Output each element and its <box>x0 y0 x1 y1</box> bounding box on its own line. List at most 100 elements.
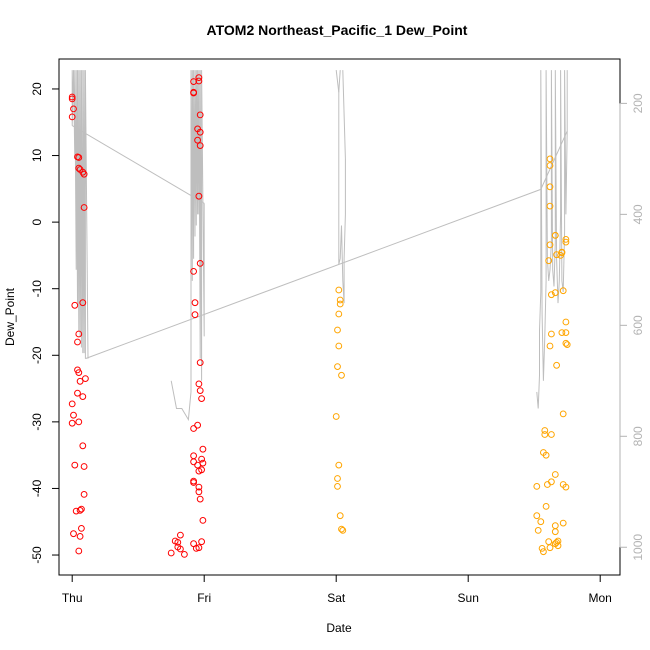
y-tick-label-0: 20 <box>30 82 44 96</box>
pressure-line-2 <box>170 70 205 422</box>
data-point-red-27 <box>80 170 88 178</box>
data-point-orange-40 <box>551 289 559 297</box>
data-point-red-15 <box>74 338 81 346</box>
data-point-orange-59 <box>559 519 567 527</box>
data-point-red-41 <box>181 551 188 558</box>
data-point-red-38 <box>174 539 182 546</box>
data-point-orange-61 <box>562 238 570 246</box>
data-point-red-40 <box>177 545 184 553</box>
data-point-red-50 <box>190 452 198 460</box>
pressure-lines <box>71 70 568 422</box>
data-point-red-64 <box>196 260 204 267</box>
data-point-orange-51 <box>554 537 562 545</box>
data-point-red-47 <box>190 268 198 275</box>
x-tick-label-3: Sun <box>458 591 479 605</box>
pressure-line-1 <box>71 125 205 204</box>
y-tick-label-3: -10 <box>30 280 44 298</box>
data-point-red-49 <box>190 425 198 432</box>
y2-tick-label-3: 800 <box>631 426 645 446</box>
data-point-red-20 <box>74 389 81 397</box>
data-point-red-21 <box>75 418 83 426</box>
y2-tick-label-4: 1000 <box>631 534 645 561</box>
data-point-orange-66 <box>562 483 570 491</box>
data-point-orange-34 <box>545 257 553 265</box>
data-point-orange-36 <box>548 330 555 338</box>
data-point-orange-28 <box>546 544 554 552</box>
data-point-red-60 <box>196 128 204 136</box>
data-point-red-33 <box>80 463 88 470</box>
data-point-red-32 <box>79 442 87 450</box>
data-point-red-3 <box>68 113 76 121</box>
data-point-orange-65 <box>563 341 571 349</box>
data-point-orange-21 <box>541 427 549 434</box>
data-point-red-29 <box>79 299 87 307</box>
data-point-red-67 <box>196 359 204 367</box>
data-point-orange-22 <box>541 431 549 438</box>
y2-tick-label-1: 400 <box>631 204 645 224</box>
data-point-orange-4 <box>335 310 343 318</box>
data-point-orange-55 <box>559 287 567 295</box>
y-axis: 20 10 0 -10 -20 -30 -40 -50 <box>30 82 60 564</box>
data-point-red-74 <box>195 544 203 552</box>
data-point-orange-56 <box>558 329 566 337</box>
data-point-orange-26 <box>542 503 550 510</box>
data-point-orange-27 <box>545 538 553 546</box>
data-point-orange-54 <box>558 248 566 256</box>
x-tick-label-4: Mon <box>589 591 612 605</box>
x-axis: Thu Fri Sat Sun Mon <box>62 574 612 605</box>
data-point-red-23 <box>78 525 85 532</box>
data-point-orange-19 <box>538 545 546 552</box>
data-point-orange-50 <box>554 542 562 550</box>
data-point-orange-10 <box>334 475 341 482</box>
data-point-orange-42 <box>551 232 559 239</box>
y-tick-label-5: -30 <box>30 413 44 431</box>
data-point-red-77 <box>198 455 206 463</box>
y-tick-label-6: -40 <box>30 479 44 497</box>
data-point-orange-39 <box>548 478 555 486</box>
data-point-red-46 <box>191 311 199 319</box>
data-point-red-2 <box>70 105 77 113</box>
data-point-red-80 <box>199 517 207 524</box>
data-point-orange-44 <box>553 361 560 369</box>
data-point-red-6 <box>70 411 77 419</box>
data-point-red-55 <box>192 545 200 552</box>
pressure-line-3 <box>85 188 541 360</box>
data-point-orange-18 <box>537 518 545 526</box>
data-point-orange-47 <box>551 528 559 536</box>
pressure-line-5 <box>338 70 341 93</box>
data-point-red-36 <box>167 549 175 557</box>
data-point-red-34 <box>80 491 88 498</box>
pressure-line-4 <box>335 70 346 304</box>
data-point-red-71 <box>195 483 203 491</box>
data-point-red-53 <box>190 479 198 486</box>
data-point-red-28 <box>80 204 88 211</box>
y2-tick-label-2: 600 <box>631 315 645 335</box>
data-point-orange-64 <box>562 339 570 347</box>
y-tick-label-1: 10 <box>30 149 44 163</box>
data-point-red-72 <box>195 488 203 496</box>
data-point-orange-20 <box>540 548 547 556</box>
data-point-orange-11 <box>334 483 341 490</box>
data-point-red-22 <box>76 507 84 514</box>
data-point-red-62 <box>196 142 204 150</box>
data-point-orange-7 <box>335 286 343 294</box>
data-point-red-79 <box>198 466 206 474</box>
data-point-orange-62 <box>562 318 570 326</box>
data-point-red-8 <box>71 461 79 469</box>
data-point-orange-15 <box>533 483 541 490</box>
data-point-red-81 <box>198 538 206 546</box>
data-point-red-12 <box>75 154 83 161</box>
data-point-red-16 <box>75 330 83 338</box>
data-point-orange-9 <box>335 461 343 469</box>
data-point-red-1 <box>68 95 76 103</box>
data-point-red-18 <box>75 369 83 377</box>
x-tick-label-1: Fri <box>197 591 211 605</box>
data-point-orange-33 <box>546 241 554 249</box>
data-points <box>68 74 571 558</box>
x-tick-label-0: Thu <box>62 591 83 605</box>
data-point-orange-63 <box>562 329 570 337</box>
data-point-orange-30 <box>546 162 554 169</box>
data-point-red-75 <box>198 395 206 403</box>
data-point-red-13 <box>75 164 83 172</box>
